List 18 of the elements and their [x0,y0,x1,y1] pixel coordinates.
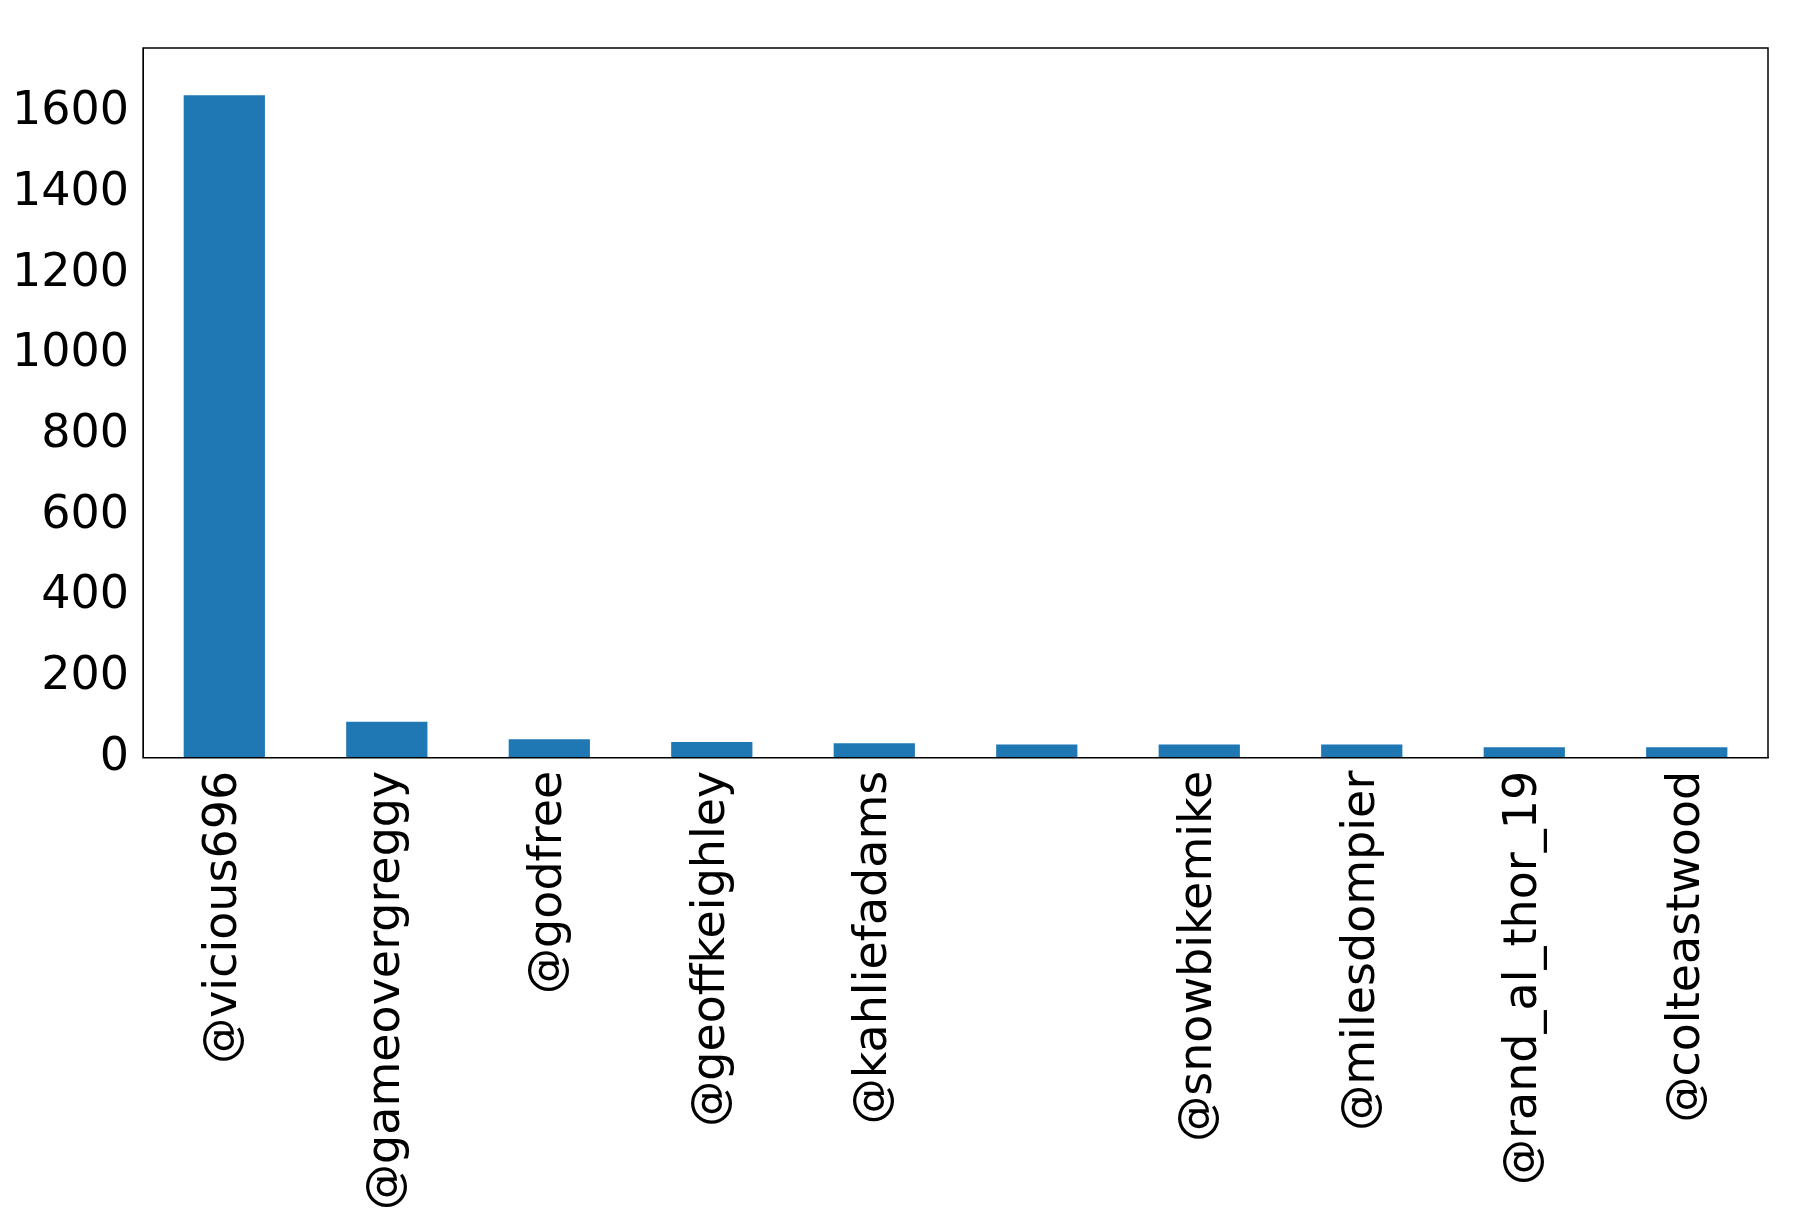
x-tick-label: @colteastwood [1655,770,1710,1123]
x-tick-label: @milesdompier [1330,770,1385,1131]
y-tick-label: 1600 [11,81,130,136]
y-tick-label: 800 [41,404,130,459]
x-tick-label: @kahliefadams [843,770,898,1125]
y-tick-label: 600 [41,484,130,539]
x-tick-label: @snowbikemike [1168,770,1223,1142]
x-tick-label: @vicious696 [193,770,248,1064]
y-tick-label: 0 [99,726,130,781]
y-tick-label: 1000 [11,323,130,378]
y-tick-label: 1400 [11,162,130,217]
y-tick-label: 400 [41,565,130,620]
y-tick-label: 1200 [11,242,130,297]
x-tick-label: @godfree [518,770,573,994]
y-tick-label: 200 [41,646,130,701]
x-tick-label: @geoffkeighley [680,770,735,1127]
x-tick-label: @rand_al_thor_19 [1493,770,1548,1185]
x-tick-label: @gameovergreggy [355,770,410,1211]
